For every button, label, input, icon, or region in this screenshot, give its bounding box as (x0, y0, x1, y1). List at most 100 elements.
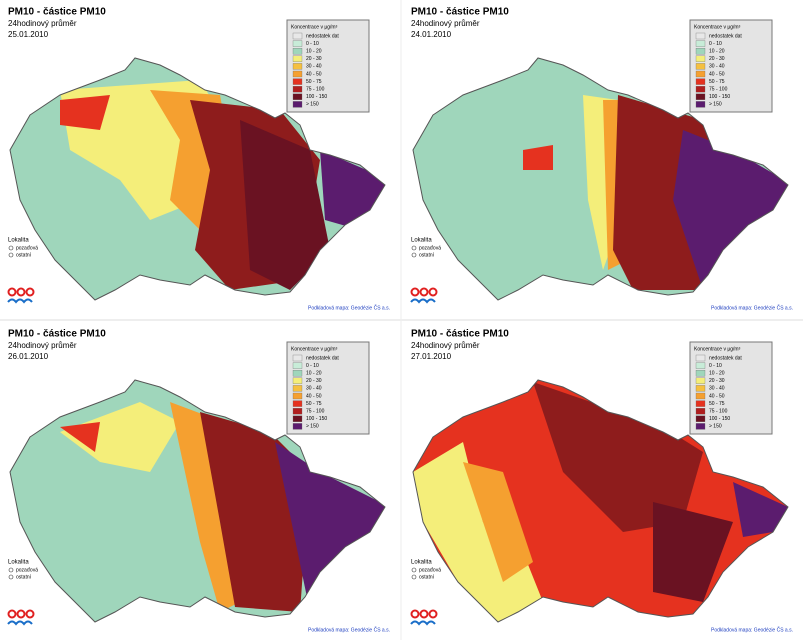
legend-swatch (695, 354, 706, 362)
country-border (412, 57, 789, 301)
panel-subtitle: 24hodinový průměr (8, 341, 77, 350)
legend-title: Koncentrace v µg/m³ (694, 346, 741, 352)
legend-label: 0 - 10 (709, 363, 722, 369)
legend: Koncentrace v µg/m³ nedostatek dat 0 - 10 1… (689, 341, 773, 435)
legend-label: 30 - 40 (709, 64, 725, 70)
logo-wave (410, 620, 436, 626)
legend-title: Koncentrace v µg/m³ (291, 346, 338, 352)
legend-swatch (292, 86, 303, 93)
legend-label: 40 - 50 (306, 71, 322, 77)
concentration-zone (60, 422, 100, 452)
legend-label: 40 - 50 (709, 71, 725, 77)
legend-swatch (292, 423, 303, 430)
legend-label: 100 - 150 (709, 416, 730, 422)
panel-title: PM10 - částice PM10 (411, 7, 509, 18)
legend-label: 20 - 30 (306, 56, 322, 62)
concentration-zone (673, 130, 788, 290)
credit: Podkladová mapa: Geodézie ČS a.s. (308, 304, 390, 311)
legend-swatch (292, 377, 303, 384)
concentration-zone (60, 95, 110, 130)
panel-subtitle: 24hodinový průměr (411, 341, 480, 350)
legend-swatch (292, 354, 303, 362)
legend-label: 20 - 30 (709, 378, 725, 384)
panel-title: PM10 - částice PM10 (8, 7, 106, 18)
site-symbol (411, 252, 417, 258)
sites-label: pozaďová (419, 567, 441, 573)
concentration-zone (533, 382, 703, 532)
logo-dot (419, 287, 429, 297)
legend-swatch (695, 70, 706, 78)
legend-swatch (292, 48, 303, 55)
logo-dot (410, 609, 420, 619)
legend-swatch (292, 408, 303, 415)
legend-title: Koncentrace v µg/m³ (291, 24, 338, 30)
country-border (412, 379, 789, 623)
legend-swatch (292, 415, 303, 422)
legend-label: nedostatek dat (709, 355, 742, 361)
country-border (9, 57, 386, 301)
legend-label: 50 - 75 (306, 401, 322, 407)
concentration-zone (463, 462, 533, 582)
legend-swatch (695, 32, 706, 40)
legend-title: Koncentrace v µg/m³ (694, 24, 741, 30)
legend-swatch (695, 370, 706, 377)
site-symbol (411, 245, 417, 251)
legend-swatch (695, 423, 706, 430)
legend-label: 0 - 10 (306, 41, 319, 47)
legend-label: 50 - 75 (709, 79, 725, 85)
legend-swatch (695, 93, 706, 100)
concentration-zone (170, 402, 240, 612)
panel-date: 27.01.2010 (411, 352, 452, 361)
sites-label: ostatní (419, 252, 435, 258)
legend-swatch (695, 408, 706, 415)
legend-label: 50 - 75 (709, 401, 725, 407)
sites-label: ostatní (16, 574, 32, 580)
site-symbol (8, 252, 14, 258)
concentration-zone (733, 482, 788, 537)
concentration-zone (275, 442, 385, 612)
legend-label: 30 - 40 (306, 386, 322, 392)
concentration-zone (60, 402, 180, 472)
legend-swatch (695, 362, 706, 369)
legend-swatch (292, 40, 303, 47)
legend-label: 20 - 30 (306, 378, 322, 384)
map (413, 380, 788, 622)
legend-swatch (695, 392, 706, 400)
legend-swatch (695, 385, 706, 392)
logo-dot (410, 287, 420, 297)
legend-swatch (695, 78, 706, 85)
legend-label: 75 - 100 (306, 87, 325, 93)
legend-label: > 150 (306, 424, 319, 430)
legend-swatch (292, 101, 303, 108)
legend-swatch (695, 101, 706, 108)
sites-title: Lokalita (411, 560, 432, 566)
site-symbol (8, 245, 14, 251)
map (10, 58, 385, 300)
panel-title: PM10 - částice PM10 (8, 329, 106, 340)
legend-swatch (292, 78, 303, 85)
legend-swatch (292, 55, 303, 62)
logo-wave (410, 298, 436, 304)
site-symbol (8, 567, 14, 573)
legend-label: 75 - 100 (709, 87, 728, 93)
logo-wave (7, 298, 33, 304)
legend-label: 75 - 100 (306, 409, 325, 415)
logo-dot (16, 609, 26, 619)
legend-swatch (695, 377, 706, 384)
legend-swatch (292, 392, 303, 400)
legend-swatch (292, 400, 303, 407)
legend-label: 100 - 150 (306, 416, 327, 422)
legend: Koncentrace v µg/m³ nedostatek dat 0 - 10 1… (286, 341, 370, 435)
sites-label: ostatní (16, 252, 32, 258)
legend-label: 10 - 20 (306, 49, 322, 55)
panel-date: 25.01.2010 (8, 30, 49, 39)
legend-swatch (292, 370, 303, 377)
sites-label: pozaďová (419, 245, 441, 251)
legend-swatch (695, 40, 706, 47)
legend: Koncentrace v µg/m³ nedostatek dat 0 - 10 1… (689, 19, 773, 113)
legend-label: > 150 (709, 424, 722, 430)
legend-label: 30 - 40 (709, 386, 725, 392)
legend-label: 10 - 20 (306, 371, 322, 377)
